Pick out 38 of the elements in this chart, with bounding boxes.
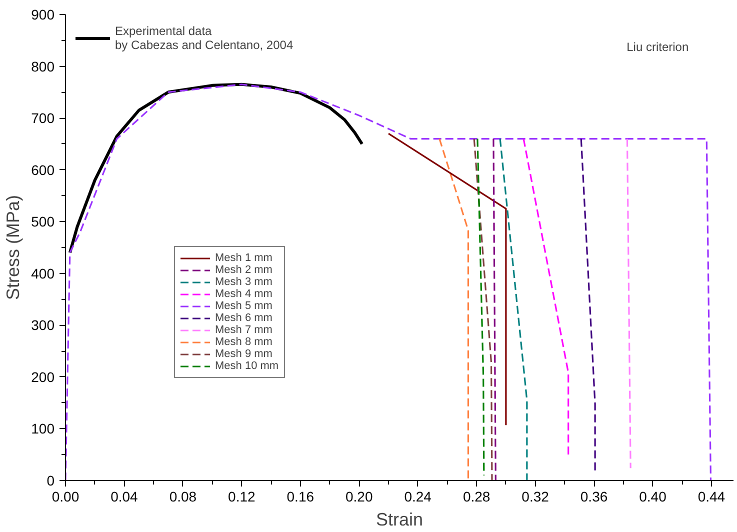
y-tick-label: 700 <box>31 110 55 126</box>
legend-label: Mesh 7 mm <box>215 324 272 336</box>
legend-label: Mesh 6 mm <box>215 312 272 324</box>
line-series <box>438 138 470 480</box>
legend-label: Experimental data by Cabezas and Celentano, 2004 <box>115 24 294 52</box>
y-tick-label: 800 <box>31 58 55 74</box>
line-series <box>66 84 712 480</box>
y-tick-label: 900 <box>31 6 55 22</box>
x-tick-label: 0.32 <box>522 488 550 504</box>
legend-label: Mesh 10 mm <box>215 360 279 372</box>
legend-label: Mesh 8 mm <box>215 336 272 348</box>
legend-label: Mesh 9 mm <box>215 348 272 360</box>
y-tick-label: 300 <box>31 317 55 334</box>
x-tick-label: 0.24 <box>404 488 432 504</box>
x-tick-label: 0.20 <box>346 488 373 504</box>
y-tick-label: 500 <box>31 214 55 230</box>
x-tick-label: 0.16 <box>286 488 314 504</box>
x-tick-label: 0.08 <box>169 488 197 504</box>
x-tick-label: 0.00 <box>52 488 80 504</box>
annotation: Liu criterion <box>626 40 689 54</box>
x-tick-label: 0.44 <box>698 488 726 504</box>
y-tick-label: 0 <box>46 472 55 488</box>
legend-label: Mesh 2 mm <box>215 264 272 276</box>
y-tick-label: 200 <box>31 368 55 385</box>
y-tick-label: 600 <box>31 162 55 178</box>
legend-label: Mesh 3 mm <box>215 276 272 288</box>
x-axis-title: Strain <box>376 510 424 530</box>
x-tick-label: 0.04 <box>110 488 138 504</box>
y-tick-label: 100 <box>31 420 55 437</box>
x-tick-label: 0.28 <box>462 488 490 504</box>
y-tick-label: 400 <box>31 265 55 282</box>
legend-label: Mesh 5 mm <box>215 300 272 312</box>
x-tick-label: 0.12 <box>228 488 256 504</box>
y-axis-title: Stress (MPa) <box>3 194 24 300</box>
x-tick-label: 0.36 <box>580 488 608 504</box>
legend-label: Mesh 4 mm <box>215 288 272 300</box>
legend-label: Mesh 1 mm <box>215 252 272 264</box>
x-tick-label: 0.40 <box>639 488 667 504</box>
